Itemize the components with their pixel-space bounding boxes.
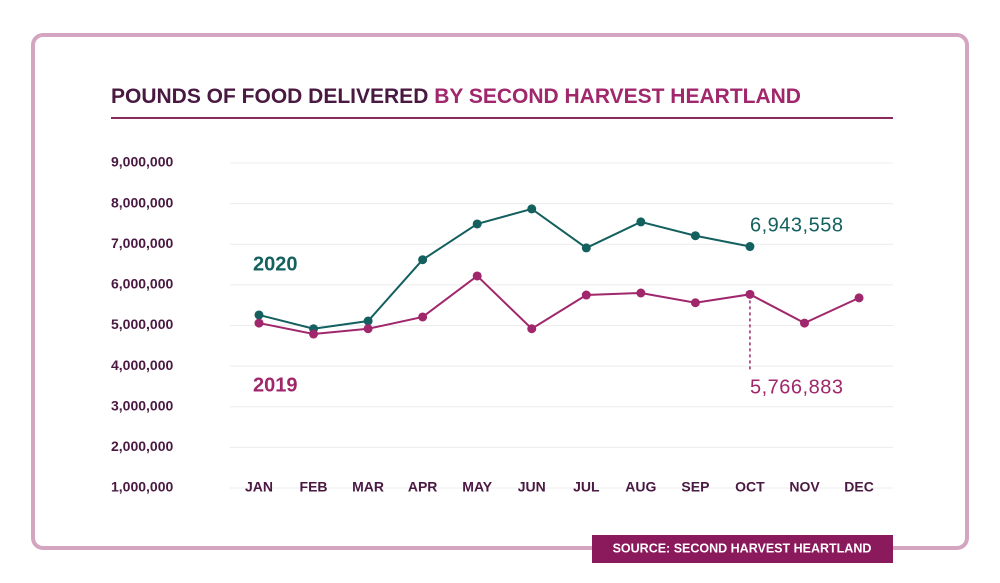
point: [254, 318, 264, 328]
x-tick-label: AUG: [625, 479, 656, 495]
point: [581, 243, 591, 253]
point: [745, 242, 755, 252]
y-tick-label: 3,000,000: [111, 397, 173, 413]
point: [636, 288, 646, 298]
series-line: [258, 207, 751, 330]
x-tick-label: APR: [408, 479, 438, 495]
x-tick-label: MAR: [352, 479, 384, 495]
point: [527, 324, 537, 334]
point: [418, 255, 428, 265]
x-tick-label: SEP: [681, 479, 709, 495]
x-tick-label: OCT: [735, 479, 765, 495]
point: [745, 289, 755, 299]
y-tick-label: 5,000,000: [111, 316, 173, 332]
x-tick-label: MAY: [462, 479, 492, 495]
point: [254, 310, 264, 320]
y-tick-label: 4,000,000: [111, 357, 173, 373]
title-main: POUNDS OF FOOD DELIVERED: [111, 85, 428, 108]
point: [690, 298, 700, 308]
y-tick-label: 9,000,000: [111, 154, 173, 170]
source: SOURCE: SECOND HARVEST HEARTLAND: [613, 541, 872, 555]
point: [472, 271, 482, 281]
point: [418, 312, 428, 322]
source-box: [592, 535, 893, 563]
value-label: 5,766,883: [750, 376, 843, 398]
x-tick-label: JUN: [518, 479, 546, 495]
y-tick-label: 7,000,000: [111, 235, 173, 251]
series-label: 2019: [253, 374, 298, 396]
x-tick-label: DEC: [844, 479, 874, 495]
x-tick-label: FEB: [300, 479, 328, 495]
point: [309, 329, 319, 339]
y-tick-label: 8,000,000: [111, 194, 173, 210]
point: [636, 217, 646, 227]
frame: [31, 33, 969, 550]
point: [472, 219, 482, 229]
point: [800, 318, 809, 328]
point: [363, 316, 373, 326]
x-tick-label: NOV: [789, 479, 820, 495]
x-tick-label: JUL: [573, 479, 600, 495]
point: [527, 204, 537, 214]
y-tick-label: 1,000,000: [111, 479, 173, 495]
point: [581, 290, 591, 300]
point: [690, 231, 700, 241]
y-tick-label: 2,000,000: [111, 438, 173, 454]
point: [363, 324, 373, 334]
y-tick-label: 6,000,000: [111, 276, 173, 292]
x-tick-label: JAN: [245, 479, 273, 495]
title-highlight: BY SECOND HARVEST HEARTLAND: [434, 85, 801, 108]
chart-title: POUNDS OF FOOD DELIVERED BY SECOND HARVE…: [111, 85, 801, 108]
point: [854, 293, 864, 303]
series-label: 2020: [253, 253, 298, 275]
series-line: [258, 274, 860, 336]
value-label: 6,943,558: [750, 214, 843, 236]
